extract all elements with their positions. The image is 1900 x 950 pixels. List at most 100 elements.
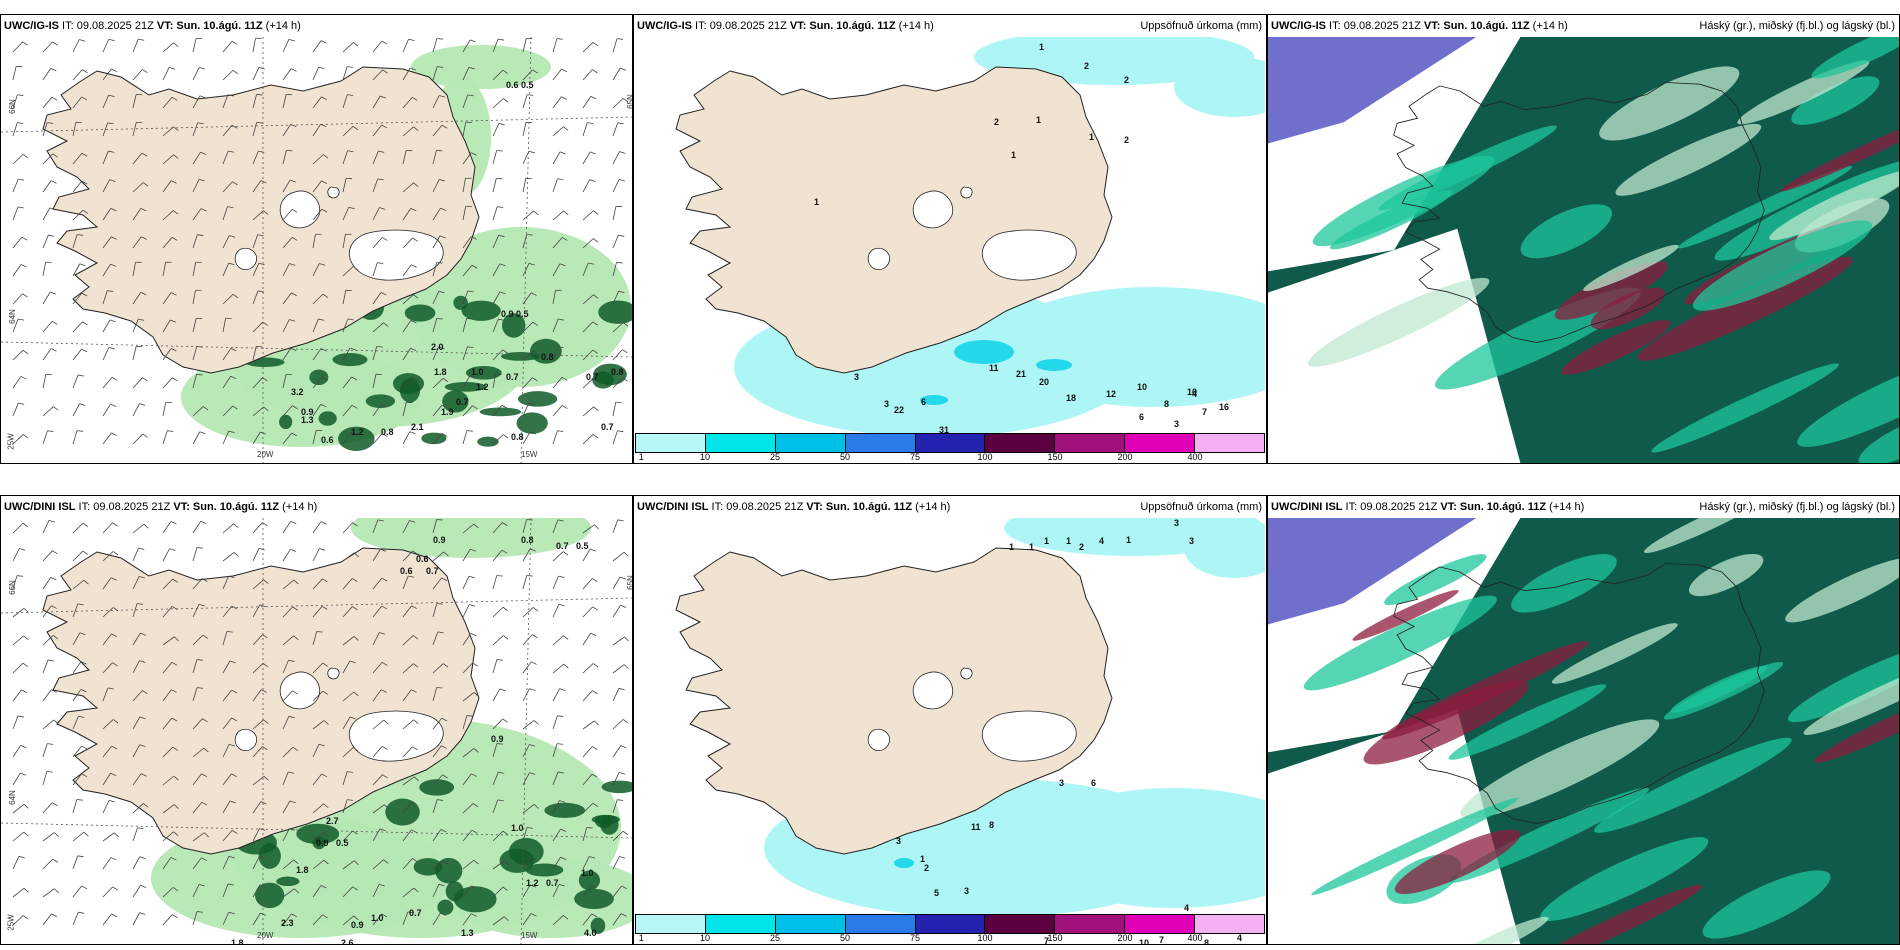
lead-time: (+14 h) [1529,20,1568,32]
lead-time: (+14 h) [279,501,318,513]
graticule [1,518,632,944]
axis-tick-label: 20W [257,931,274,940]
model-label: UWC/IG-IS [637,20,692,32]
precip-value-label: 6 [921,397,927,407]
axis-tick-label: 66N [7,580,17,595]
precip-value-label: 3 [1174,518,1180,528]
map-canvas [1,37,632,463]
wind-value-label: 1.0 [471,367,484,377]
colorbar-segment [705,915,776,933]
wind-value-label: 0.6 [400,566,413,576]
precip-value-label: 1 [1009,542,1015,552]
valid-time: VT: Sun. 10.ágú. 11Z [1423,20,1530,32]
colorbar-tick-label: 10 [699,933,710,943]
wind-value-label: 0.8 [611,367,624,377]
colorbar-segment [775,915,846,933]
lead-time: (+14 h) [262,20,301,32]
glacier-outline [982,229,1077,281]
wind-value-label: 0.7 [546,878,559,888]
map-canvas [634,518,1265,944]
wind-value-label: 0.5 [516,309,529,319]
precip-value-label: 12 [1106,389,1117,399]
wind-value-label: 0.5 [576,541,589,551]
colorbar-segment [915,915,986,933]
wind-value-label: 1.8 [296,865,309,875]
wind-value-label: 5.4 [486,943,499,944]
colorbar-segment [1055,434,1126,452]
axis-tick-label: 66N [7,99,17,114]
cloud-cover-shading [1268,37,1899,463]
colorbar-tick-label: 200 [1117,933,1133,943]
precip-value-label: 1 [1036,115,1042,125]
wind-map-panel: UWC/DINI ISL IT: 09.08.2025 21Z VT: Sun.… [0,495,633,945]
wind-value-label: 1.0 [511,823,524,833]
colorbar-segment [1055,915,1126,933]
wind-value-label: 0.8 [521,535,534,545]
model-label: UWC/IG-IS [1271,20,1326,32]
lead-time: (+14 h) [1546,501,1585,513]
model-label: UWC/DINI ISL [637,501,709,513]
precip-value-label: 5 [934,888,940,898]
glacier-outline [327,667,340,680]
colorbar-segment [775,434,846,452]
axis-tick-label: 65N [625,575,633,590]
panel-subtitle: Uppsöfnuð úrkoma (mm) [1140,501,1262,513]
init-time: IT: 09.08.2025 21Z [692,20,790,32]
precip-value-label: 6 [1139,412,1145,422]
axis-tick-label: 64N [7,790,17,805]
precip-value-label: 3 [1174,419,1180,429]
wind-value-label: 0.7 [556,541,569,551]
precip-value-label: 3 [884,399,890,409]
init-time: IT: 09.08.2025 21Z [1342,501,1441,513]
precip-value-label: 3 [1189,536,1195,546]
precip-value-label: 7 [1159,935,1165,945]
precip-colorbar [635,433,1265,453]
graticule [1,37,632,463]
iceland-landmass [42,66,480,374]
precip-value-label: 7 [1202,407,1208,417]
glacier-outline [349,710,444,762]
model-label: UWC/DINI ISL [1271,501,1343,513]
coastline-outline [1393,563,1765,825]
wind-barbs [12,519,629,926]
colorbar-tick-label: 100 [977,933,993,943]
precip-value-label: 3 [854,372,860,382]
colorbar-tick-label: 200 [1117,452,1133,462]
panel-header: UWC/IG-IS IT: 09.08.2025 21Z VT: Sun. 10… [1,15,632,37]
map-canvas [1268,518,1899,944]
wind-barbs [12,37,629,445]
panel-header: UWC/DINI ISL IT: 09.08.2025 21Z VT: Sun.… [1268,496,1899,518]
axis-tick-label: 25W [6,914,16,931]
colorbar-tick-label: 1 [638,933,644,943]
wind-map-panel: UWC/IG-IS IT: 09.08.2025 21Z VT: Sun. 10… [0,14,633,464]
cloud-cover-shading [1268,518,1899,944]
glacier-outline [912,671,954,710]
precip-value-label: 6 [1091,778,1097,788]
precip-map-panel: UWC/IG-IS IT: 09.08.2025 21Z VT: Sun. 10… [633,14,1267,464]
colorbar-segment [845,434,916,452]
glacier-outline [960,186,973,199]
precip-value-label: 1 [1066,536,1072,546]
lead-time: (+14 h) [912,501,951,513]
valid-time: VT: Sun. 10.ágú. 11Z [806,501,913,513]
wind-value-label: 0.6 [321,435,334,445]
colorbar-segment [1125,434,1196,452]
wind-value-label: 0.5 [521,80,534,90]
map-canvas [1268,37,1899,463]
precip-value-label: 20 [1039,377,1050,387]
wind-value-label: 0.8 [511,432,524,442]
glacier-outline [279,190,321,229]
precip-value-label: 21 [1016,369,1027,379]
wind-value-label: 0.7 [409,908,422,918]
precip-value-label: 2 [924,863,930,873]
precip-value-label: 1 [1089,132,1095,142]
panel-subtitle: Háský (gr.), miðský (fj.bl.) og lágský (… [1699,501,1895,513]
wind-value-label: 0.9 [491,734,504,744]
axis-tick-label: 64N [7,309,17,324]
wind-value-label: 3.4 [466,943,479,944]
wind-value-label: 0.7 [601,422,614,432]
precip-value-label: 16 [1219,402,1230,412]
colorbar-ticks: 1 10 25 50 75 100 150 200 400 [635,452,1265,463]
wind-value-label: 1.9 [441,407,454,417]
precip-value-label: 1 [1029,542,1035,552]
